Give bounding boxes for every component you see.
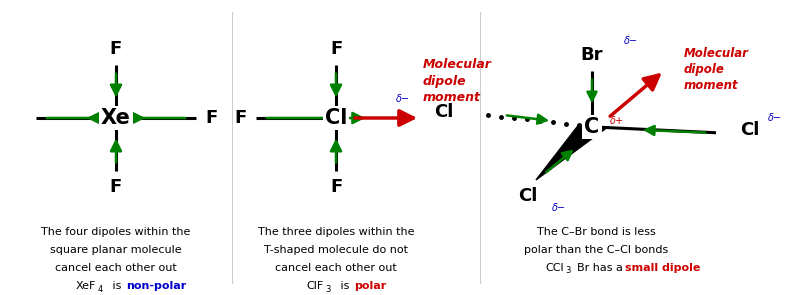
Text: δ−: δ−	[552, 203, 566, 213]
Text: 3: 3	[326, 285, 331, 294]
Text: polar: polar	[354, 281, 386, 291]
Text: dipole: dipole	[422, 75, 466, 88]
Text: F: F	[330, 40, 342, 58]
Text: F: F	[110, 178, 122, 196]
Text: δ−: δ−	[396, 94, 410, 104]
Text: The four dipoles within the: The four dipoles within the	[42, 227, 190, 237]
Text: dipole: dipole	[684, 63, 725, 76]
Text: small dipole: small dipole	[625, 263, 700, 273]
Text: δ+: δ+	[610, 116, 624, 126]
Text: C: C	[584, 117, 600, 137]
Text: Cl: Cl	[434, 103, 454, 121]
Polygon shape	[536, 125, 606, 180]
Text: Cl: Cl	[518, 187, 538, 205]
Text: Molecular: Molecular	[684, 47, 749, 60]
Text: F: F	[110, 40, 122, 58]
Text: δ−: δ−	[624, 36, 638, 46]
Text: moment: moment	[684, 79, 738, 92]
Text: δ−: δ−	[768, 113, 782, 123]
Text: T-shaped molecule do not: T-shaped molecule do not	[264, 245, 408, 255]
Text: XeF: XeF	[76, 281, 96, 291]
Text: Cl: Cl	[740, 121, 759, 139]
Text: is: is	[109, 281, 125, 291]
Text: F: F	[330, 178, 342, 196]
Text: non-polar: non-polar	[126, 281, 186, 291]
Text: ClF: ClF	[306, 281, 324, 291]
Text: is: is	[337, 281, 353, 291]
Text: moment: moment	[422, 91, 480, 104]
Text: 4: 4	[98, 285, 103, 294]
Text: square planar molecule: square planar molecule	[50, 245, 182, 255]
Text: Cl: Cl	[325, 108, 347, 128]
Text: F: F	[206, 109, 218, 127]
Text: cancel each other out: cancel each other out	[55, 263, 177, 273]
Text: Br has a: Br has a	[577, 263, 626, 273]
Text: Br: Br	[581, 45, 603, 64]
Text: polar than the C–Cl bonds: polar than the C–Cl bonds	[524, 245, 668, 255]
Text: The C–Br bond is less: The C–Br bond is less	[537, 227, 655, 237]
Text: cancel each other out: cancel each other out	[275, 263, 397, 273]
Text: The three dipoles within the: The three dipoles within the	[258, 227, 414, 237]
Text: Molecular: Molecular	[422, 58, 491, 71]
Text: CCl: CCl	[546, 263, 564, 273]
Text: Xe: Xe	[101, 108, 131, 128]
Text: 3: 3	[566, 266, 571, 275]
Text: F: F	[234, 109, 246, 127]
